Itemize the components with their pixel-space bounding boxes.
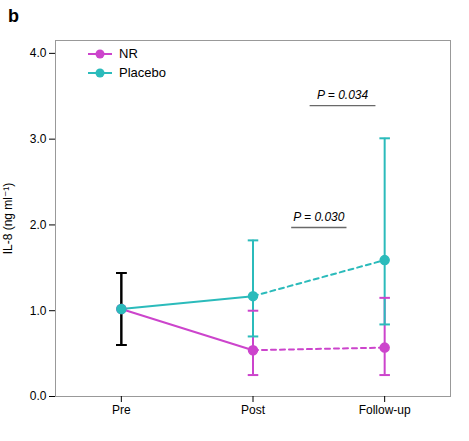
html-text:Placebo: Placebo	[119, 65, 166, 80]
svg-text:Post: Post	[241, 403, 266, 417]
svg-text:0.0: 0.0	[30, 389, 47, 403]
html-text:b: b	[8, 6, 19, 26]
svg-text:P = 0.034: P = 0.034	[317, 88, 369, 102]
html-text:NR: NR	[119, 46, 138, 61]
svg-text:3.0: 3.0	[30, 132, 47, 146]
svg-text:P = 0.030: P = 0.030	[293, 210, 345, 224]
svg-text:1.0: 1.0	[30, 304, 47, 318]
svg-text:4.0: 4.0	[30, 46, 47, 60]
svg-text:IL-8 (ng ml⁻¹): IL-8 (ng ml⁻¹)	[1, 183, 15, 255]
svg-text:Pre: Pre	[112, 403, 131, 417]
svg-text:Follow-up: Follow-up	[359, 403, 411, 417]
svg-text:2.0: 2.0	[30, 218, 47, 232]
